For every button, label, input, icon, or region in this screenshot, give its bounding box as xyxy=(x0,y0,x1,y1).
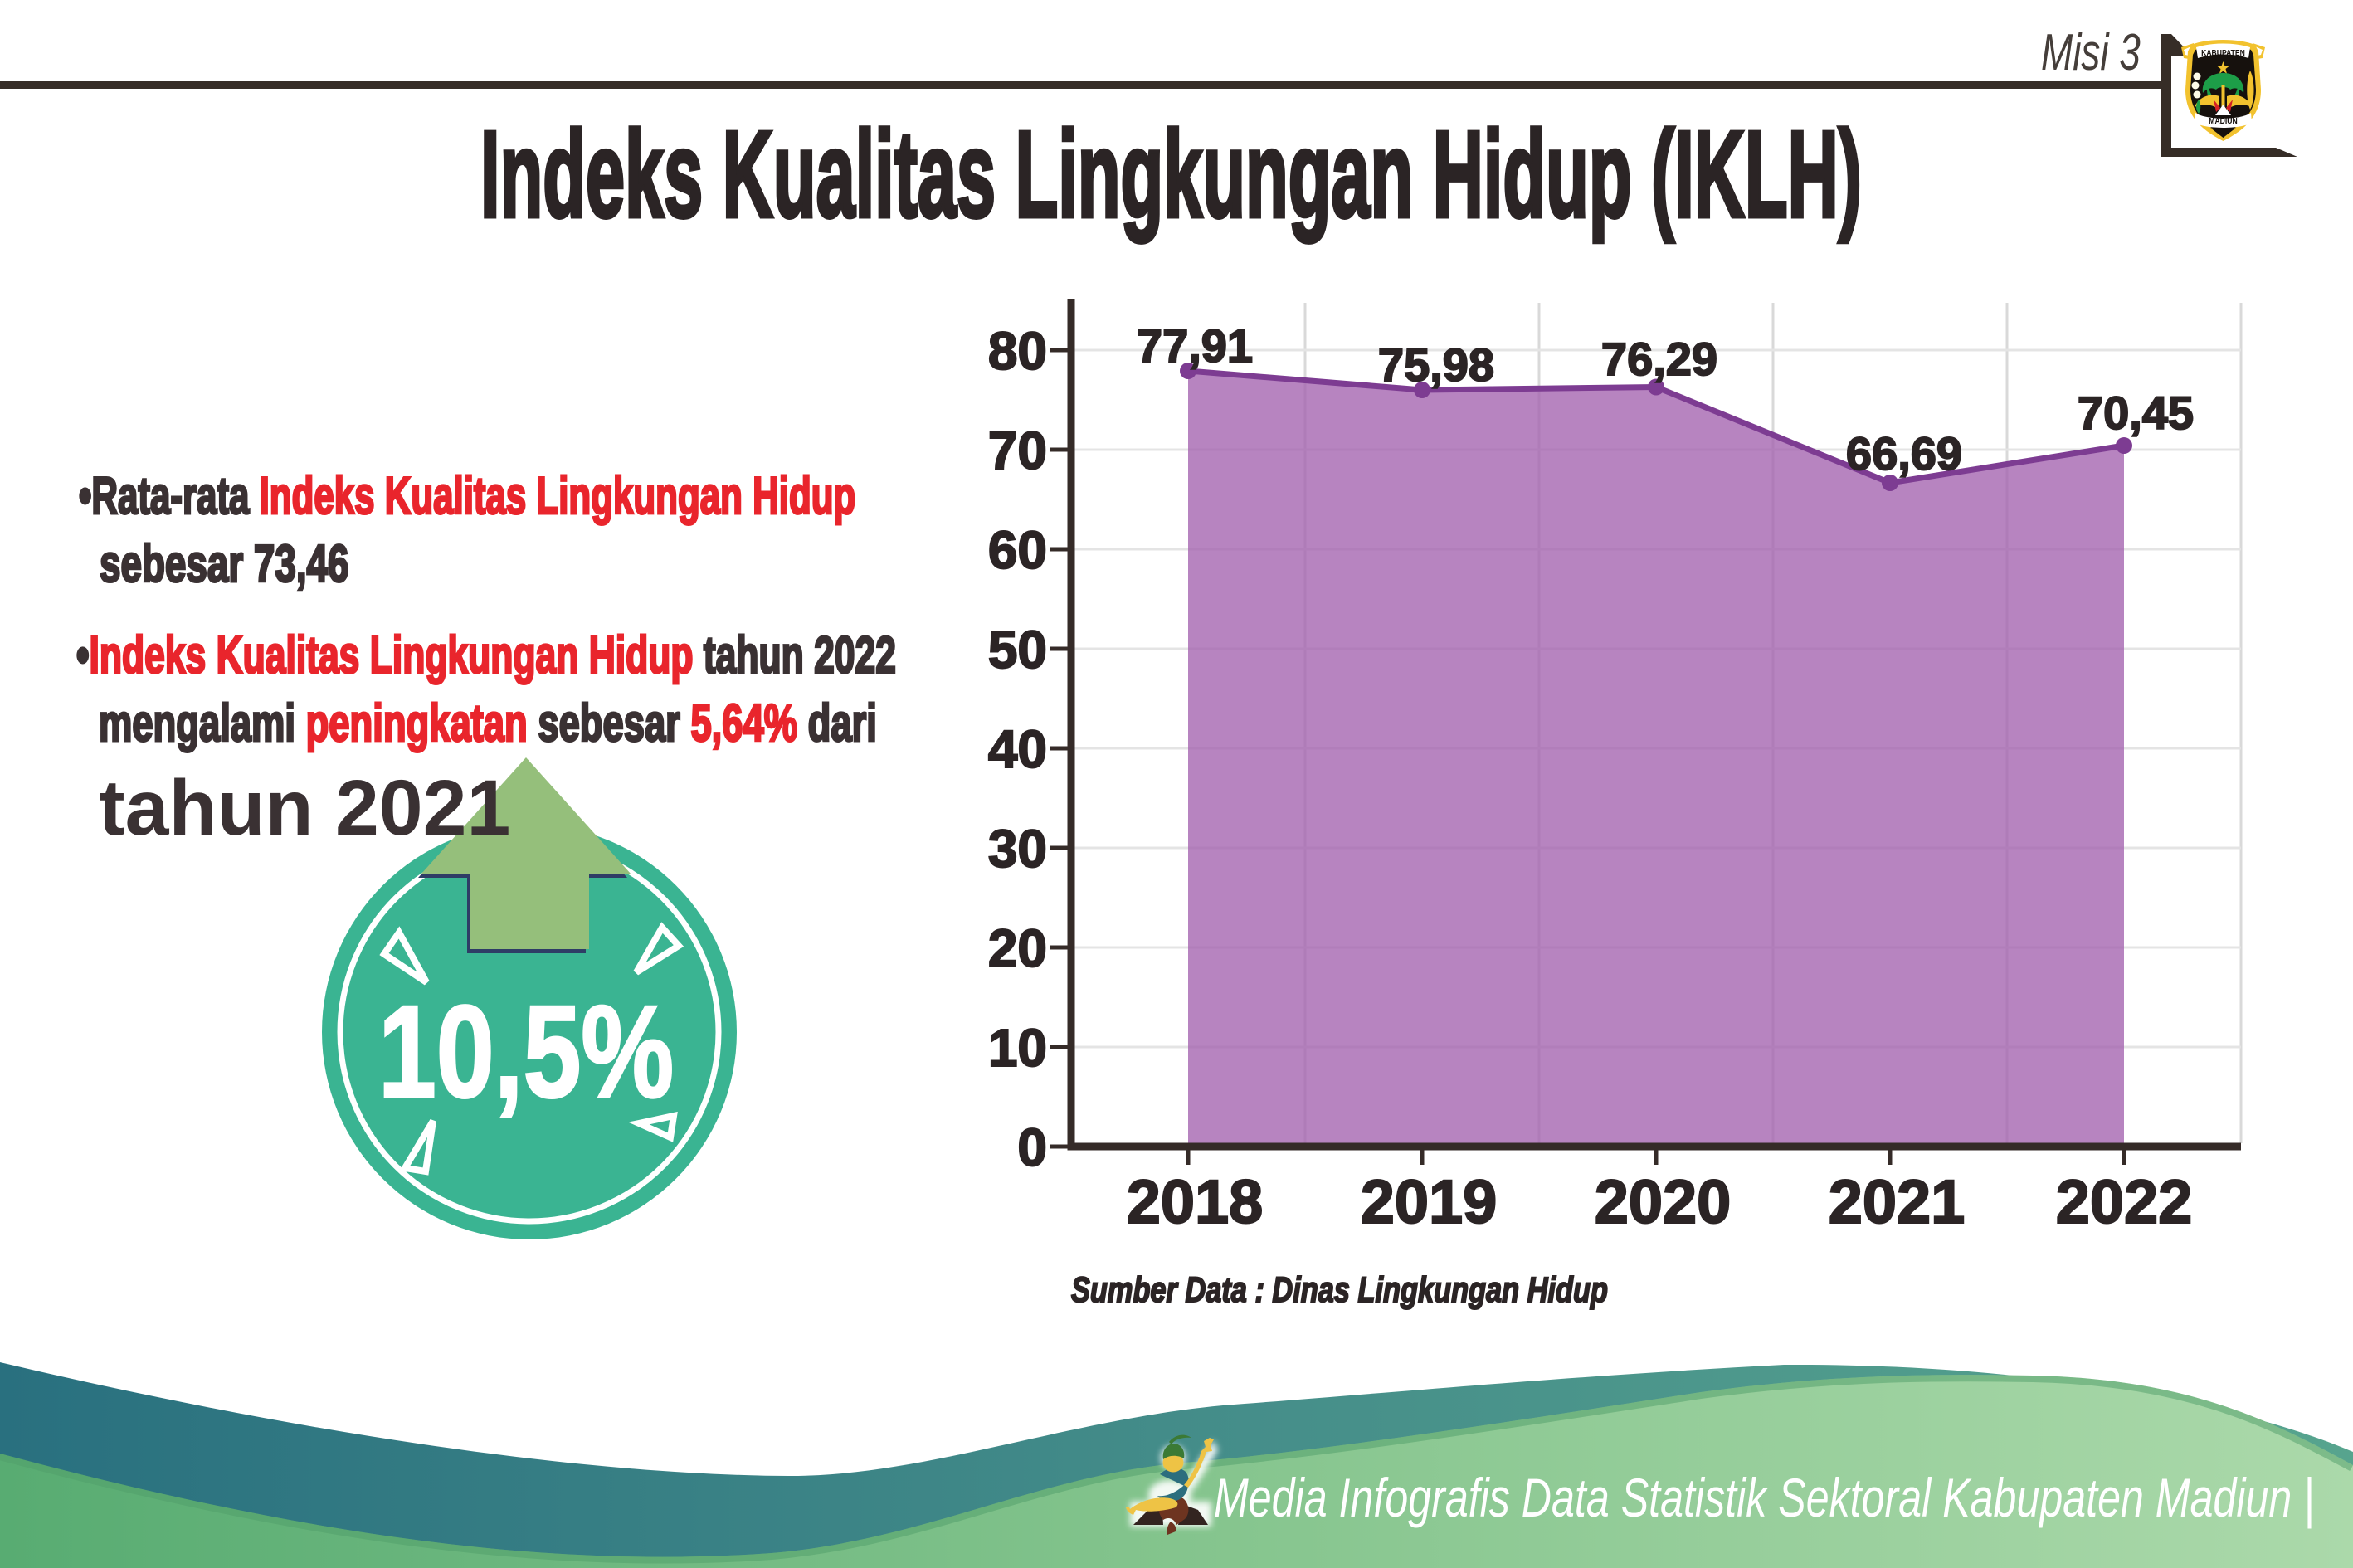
svg-text:MADIUN: MADIUN xyxy=(2209,116,2237,126)
svg-text:0: 0 xyxy=(1017,1118,1047,1177)
svg-text:10: 10 xyxy=(988,1018,1047,1078)
svg-text:2021: 2021 xyxy=(1829,1167,1966,1236)
svg-text:70,45: 70,45 xyxy=(2078,387,2194,439)
svg-text:76,29: 76,29 xyxy=(1601,333,1717,385)
svg-text:2018: 2018 xyxy=(1127,1167,1264,1236)
svg-text:70: 70 xyxy=(988,421,1047,480)
svg-text:10,5%: 10,5% xyxy=(378,979,674,1125)
svg-text:75,98: 75,98 xyxy=(1378,338,1494,391)
svg-text:KABUPATEN: KABUPATEN xyxy=(2201,48,2245,58)
svg-text:40: 40 xyxy=(988,719,1047,779)
svg-text:66,69: 66,69 xyxy=(1846,427,1962,480)
svg-text:50: 50 xyxy=(988,620,1047,679)
svg-text:60: 60 xyxy=(988,520,1047,580)
svg-text:30: 30 xyxy=(988,819,1047,879)
svg-text:2019: 2019 xyxy=(1361,1167,1498,1236)
svg-text:2022: 2022 xyxy=(2056,1167,2193,1236)
svg-text:77,91: 77,91 xyxy=(1137,319,1253,372)
svg-text:2020: 2020 xyxy=(1595,1167,1732,1236)
svg-text:20: 20 xyxy=(988,918,1047,978)
svg-text:Sumber Data : Dinas Lingkungan: Sumber Data : Dinas Lingkungan Hidup xyxy=(1071,1270,1608,1310)
svg-text:80: 80 xyxy=(988,321,1047,381)
